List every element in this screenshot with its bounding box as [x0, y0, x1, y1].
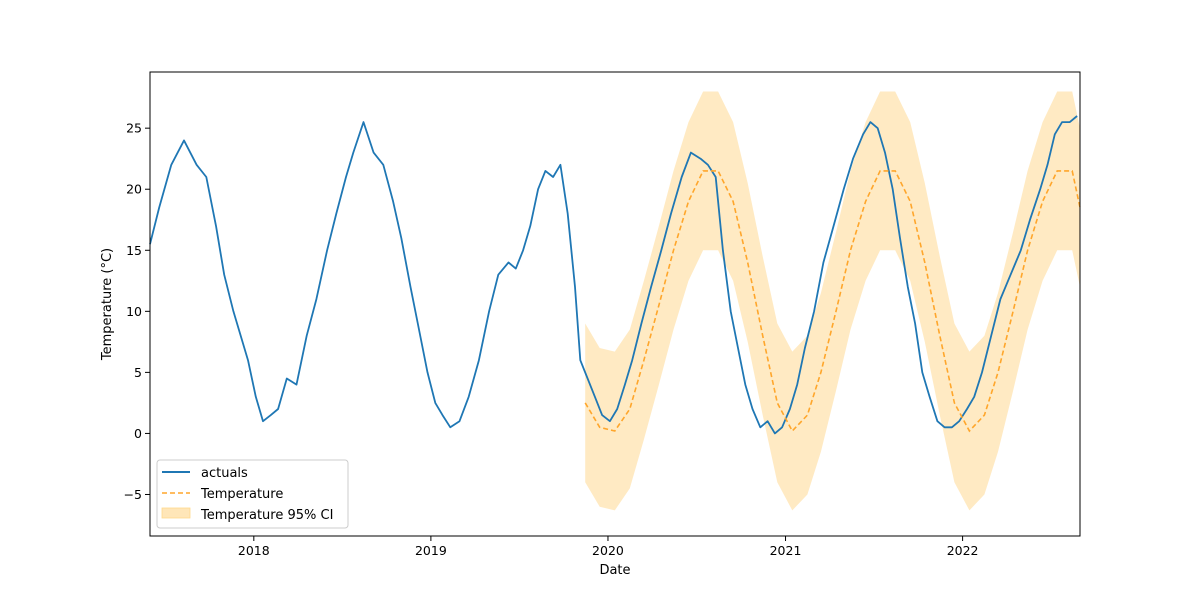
legend-label-temperature: Temperature [200, 487, 283, 502]
x-axis-label: Date [599, 563, 630, 578]
axes-frame [149, 71, 1081, 537]
legend-box [156, 459, 349, 529]
y-tick-label: 0 [134, 426, 142, 441]
ci-band [585, 91, 1080, 511]
legend: actuals Temperature Temperature 95% CI [156, 459, 349, 529]
y-tick-label: 20 [126, 182, 142, 197]
series-actuals-line [149, 115, 1078, 435]
x-tick-label: 2022 [947, 543, 979, 558]
y-tick-label: 15 [126, 243, 142, 258]
y-tick-label: 10 [126, 304, 142, 319]
x-tick-label: 2021 [770, 543, 802, 558]
x-tick-label: 2018 [238, 543, 270, 558]
legend-label-actuals: actuals [201, 466, 248, 481]
plot-area [149, 91, 1081, 511]
series-temperature-line [584, 170, 1081, 433]
y-tick-label: 25 [126, 121, 142, 136]
legend-swatch-ci [161, 507, 191, 519]
y-tick-label: −5 [124, 487, 142, 502]
y-tick-label: 5 [134, 365, 142, 380]
axis-ticks: 2018 2019 2020 2021 2022 −5 0 5 10 15 20 25 [124, 121, 979, 558]
legend-label-ci: Temperature 95% CI [200, 508, 333, 523]
x-tick-label: 2019 [415, 543, 447, 558]
x-tick-label: 2020 [592, 543, 624, 558]
y-axis-label: Temperature (°C) [100, 248, 115, 361]
